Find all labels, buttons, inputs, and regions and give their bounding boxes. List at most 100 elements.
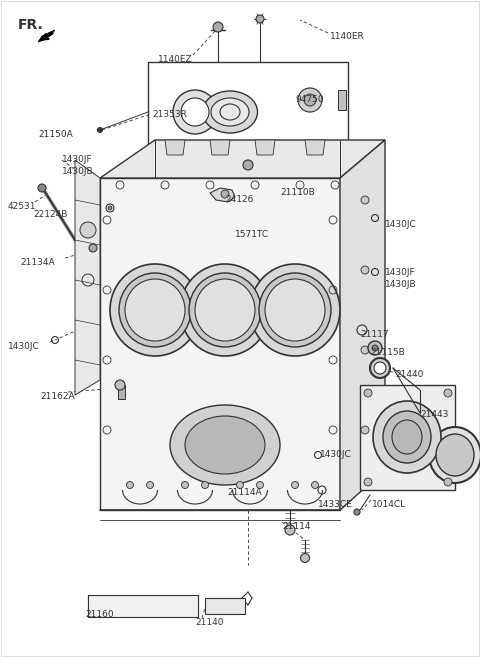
Circle shape (444, 389, 452, 397)
Circle shape (368, 341, 382, 355)
Circle shape (80, 222, 96, 238)
Text: 22124B: 22124B (34, 210, 68, 219)
Text: 1430JB: 1430JB (62, 167, 94, 176)
Text: 21150A: 21150A (38, 130, 73, 139)
Circle shape (298, 88, 322, 112)
Polygon shape (305, 140, 325, 155)
Ellipse shape (203, 91, 257, 133)
Text: 21117: 21117 (360, 330, 389, 339)
Circle shape (173, 90, 217, 134)
Ellipse shape (195, 279, 255, 341)
Circle shape (312, 482, 319, 489)
Polygon shape (340, 140, 385, 510)
Circle shape (97, 127, 103, 133)
Circle shape (237, 482, 243, 489)
Text: 21134A: 21134A (20, 258, 55, 267)
Text: 24126: 24126 (225, 195, 253, 204)
Circle shape (256, 15, 264, 23)
Text: 1430JC: 1430JC (320, 450, 352, 459)
Ellipse shape (125, 279, 185, 341)
Text: 21443: 21443 (420, 410, 448, 419)
Polygon shape (255, 140, 275, 155)
Circle shape (364, 478, 372, 486)
Ellipse shape (211, 98, 249, 126)
Circle shape (364, 389, 372, 397)
Ellipse shape (383, 411, 431, 463)
Polygon shape (38, 30, 55, 42)
Bar (148, 62, 348, 172)
Circle shape (221, 190, 229, 198)
Text: 1430JB: 1430JB (385, 280, 417, 289)
Text: 1014CL: 1014CL (372, 500, 406, 509)
Ellipse shape (392, 420, 422, 454)
Circle shape (361, 426, 369, 434)
Circle shape (146, 482, 154, 489)
Ellipse shape (189, 273, 261, 347)
Text: 21162A: 21162A (40, 392, 74, 401)
Text: 21440: 21440 (395, 370, 423, 379)
Text: 42531: 42531 (8, 202, 36, 211)
Bar (88, 595, 198, 617)
Ellipse shape (180, 264, 270, 356)
Ellipse shape (119, 273, 191, 347)
Circle shape (256, 482, 264, 489)
Circle shape (108, 206, 112, 210)
Text: 21160: 21160 (85, 610, 114, 619)
Text: 1571TC: 1571TC (235, 230, 269, 239)
Circle shape (38, 184, 46, 192)
Circle shape (202, 482, 208, 489)
Text: 1140EZ: 1140EZ (158, 55, 193, 64)
Circle shape (304, 94, 316, 106)
Text: 21110B: 21110B (280, 188, 315, 197)
Polygon shape (210, 188, 235, 202)
Circle shape (361, 266, 369, 274)
Ellipse shape (436, 434, 474, 476)
Text: 21114: 21114 (282, 522, 311, 531)
Polygon shape (165, 140, 185, 155)
Text: 1140ER: 1140ER (330, 32, 365, 41)
Text: 1430JC: 1430JC (8, 342, 40, 351)
Text: 1430JF: 1430JF (385, 268, 416, 277)
Circle shape (89, 244, 97, 252)
Bar (360, 385, 455, 490)
Circle shape (354, 509, 360, 515)
Ellipse shape (265, 279, 325, 341)
Text: 21140: 21140 (195, 618, 224, 627)
Polygon shape (75, 160, 100, 395)
Circle shape (213, 22, 223, 32)
Text: FR.: FR. (18, 18, 44, 32)
Text: 1430JC: 1430JC (385, 220, 417, 229)
Circle shape (181, 482, 189, 489)
Circle shape (361, 346, 369, 354)
Text: 21353R: 21353R (152, 110, 187, 119)
Bar (338, 90, 346, 110)
Bar (205, 598, 245, 614)
Ellipse shape (429, 427, 480, 483)
Circle shape (361, 196, 369, 204)
Bar (118, 385, 125, 399)
Ellipse shape (110, 264, 200, 356)
Ellipse shape (170, 405, 280, 485)
Circle shape (127, 482, 133, 489)
Polygon shape (210, 140, 230, 155)
Circle shape (285, 525, 295, 535)
Circle shape (374, 362, 386, 374)
Circle shape (370, 358, 390, 378)
Ellipse shape (250, 264, 340, 356)
Text: 21115B: 21115B (370, 348, 405, 357)
Circle shape (115, 380, 125, 390)
Circle shape (444, 478, 452, 486)
Polygon shape (100, 140, 385, 178)
Circle shape (181, 98, 209, 126)
Circle shape (243, 160, 253, 170)
Ellipse shape (185, 416, 265, 474)
Ellipse shape (259, 273, 331, 347)
Circle shape (300, 553, 310, 562)
Polygon shape (100, 178, 340, 510)
Text: 21114A: 21114A (228, 488, 262, 497)
Text: 94750: 94750 (295, 95, 324, 104)
Circle shape (372, 345, 378, 351)
Circle shape (291, 482, 299, 489)
Text: 1433CE: 1433CE (318, 500, 353, 509)
Text: 1430JF: 1430JF (62, 155, 93, 164)
